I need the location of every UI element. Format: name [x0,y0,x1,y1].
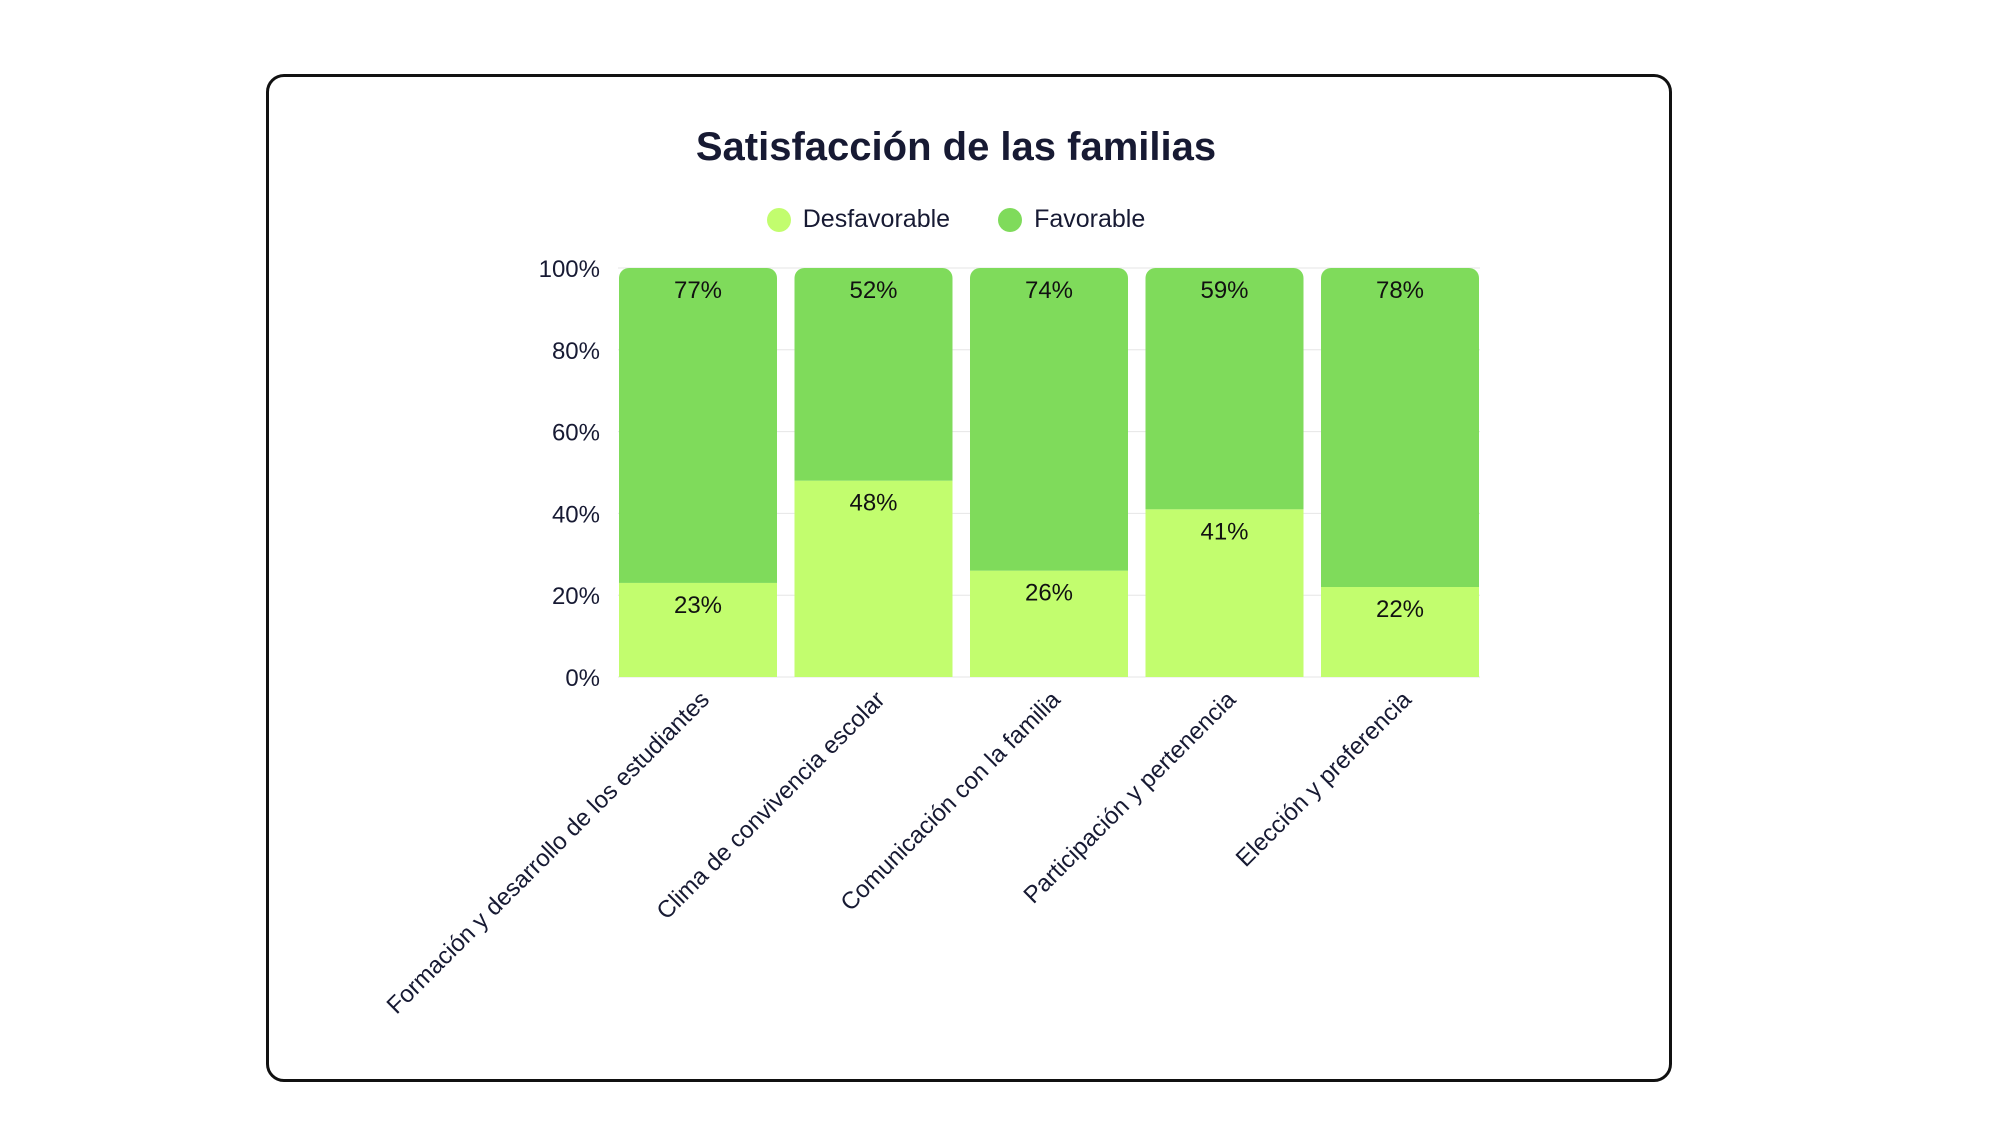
data-label: 48% [849,490,897,517]
y-tick-label: 100% [539,256,600,283]
y-tick-label: 80% [552,338,600,365]
bar-segment-desfavorable [619,582,777,677]
x-category-label: Elección y preferencia [1231,686,1418,873]
data-label: 78% [1376,277,1424,304]
data-label: 52% [849,277,897,304]
data-label: 22% [1376,596,1424,623]
y-tick-label: 0% [565,665,600,692]
legend-label-desfavorable: Desfavorable [802,205,951,233]
bar-segment-favorable [794,268,953,481]
data-label: 41% [1200,518,1248,545]
legend-item-favorable[interactable]: Favorable [998,205,1145,234]
chart-legend: Desfavorable Favorable [0,205,1912,234]
y-tick-label: 40% [552,501,600,528]
bar-segment-desfavorable [1145,509,1304,677]
bar-segment-favorable [1321,268,1479,588]
y-tick-label: 20% [552,583,600,610]
legend-item-desfavorable[interactable]: Desfavorable [766,205,951,234]
bar-segment-desfavorable [970,570,1128,677]
legend-swatch-desfavorable [766,207,791,232]
legend-swatch-favorable [998,207,1023,232]
data-label: 26% [1025,580,1073,607]
x-category-label: Participación y pertenencia [1019,686,1242,909]
bar-segment-favorable [1145,268,1304,510]
data-label: 77% [674,277,722,304]
y-tick-label: 60% [552,420,600,447]
bar-segment-desfavorable [1321,587,1479,677]
bar-segment-favorable [619,268,777,583]
x-category-label: Formación y desarrollo de los estudiante… [382,686,715,1019]
data-label: 59% [1200,277,1248,304]
data-label: 23% [674,592,722,619]
legend-label-favorable: Favorable [1034,205,1146,233]
bar-segment-favorable [970,268,1128,571]
data-label: 74% [1025,277,1073,304]
chart-title: Satisfacción de las familias [695,125,1217,169]
bar-segment-desfavorable [794,480,953,677]
